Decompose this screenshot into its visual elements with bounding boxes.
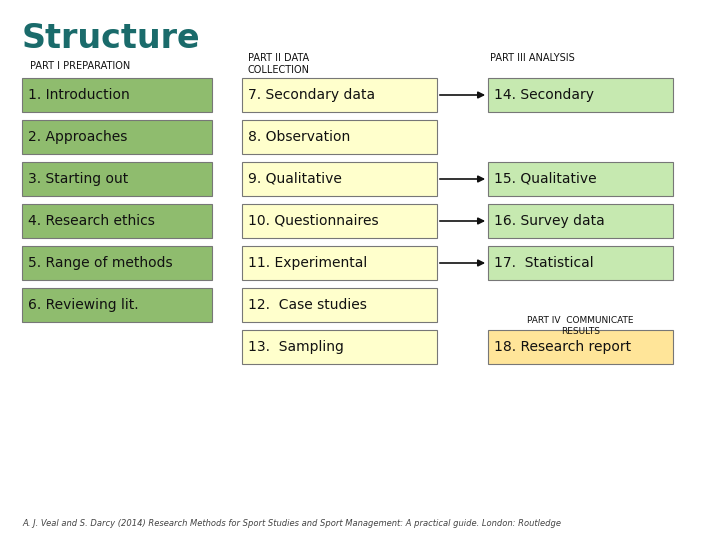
Text: PART I PREPARATION: PART I PREPARATION <box>30 61 130 71</box>
Text: 17.  Statistical: 17. Statistical <box>494 256 593 270</box>
Text: 8. Observation: 8. Observation <box>248 130 350 144</box>
FancyBboxPatch shape <box>488 330 673 364</box>
Text: 5. Range of methods: 5. Range of methods <box>28 256 173 270</box>
FancyBboxPatch shape <box>22 204 212 238</box>
Text: 14. Secondary: 14. Secondary <box>494 88 594 102</box>
Text: 18. Research report: 18. Research report <box>494 340 631 354</box>
FancyBboxPatch shape <box>488 204 673 238</box>
Text: 12.  Case studies: 12. Case studies <box>248 298 367 312</box>
Text: 1. Introduction: 1. Introduction <box>28 88 130 102</box>
Text: 15. Qualitative: 15. Qualitative <box>494 172 597 186</box>
Text: PART III ANALYSIS: PART III ANALYSIS <box>490 53 575 63</box>
Text: Structure: Structure <box>22 22 201 55</box>
FancyBboxPatch shape <box>242 204 437 238</box>
Text: 6. Reviewing lit.: 6. Reviewing lit. <box>28 298 139 312</box>
FancyBboxPatch shape <box>488 78 673 112</box>
FancyBboxPatch shape <box>22 120 212 154</box>
Text: 13.  Sampling: 13. Sampling <box>248 340 344 354</box>
Text: PART IV  COMMUNICATE
RESULTS: PART IV COMMUNICATE RESULTS <box>527 316 634 336</box>
FancyBboxPatch shape <box>22 288 212 322</box>
FancyBboxPatch shape <box>242 78 437 112</box>
FancyBboxPatch shape <box>22 78 212 112</box>
Text: 10. Questionnaires: 10. Questionnaires <box>248 214 379 228</box>
Text: 4. Research ethics: 4. Research ethics <box>28 214 155 228</box>
Text: 7. Secondary data: 7. Secondary data <box>248 88 375 102</box>
Text: PART II DATA
COLLECTION: PART II DATA COLLECTION <box>248 53 310 75</box>
FancyBboxPatch shape <box>242 120 437 154</box>
FancyBboxPatch shape <box>488 162 673 196</box>
Text: 16. Survey data: 16. Survey data <box>494 214 605 228</box>
FancyBboxPatch shape <box>242 288 437 322</box>
FancyBboxPatch shape <box>488 246 673 280</box>
Text: 3. Starting out: 3. Starting out <box>28 172 128 186</box>
Text: A. J. Veal and S. Darcy (2014) Research Methods for Sport Studies and Sport Mana: A. J. Veal and S. Darcy (2014) Research … <box>22 519 561 528</box>
Text: 11. Experimental: 11. Experimental <box>248 256 367 270</box>
Text: 2. Approaches: 2. Approaches <box>28 130 127 144</box>
FancyBboxPatch shape <box>22 162 212 196</box>
FancyBboxPatch shape <box>242 330 437 364</box>
FancyBboxPatch shape <box>242 246 437 280</box>
FancyBboxPatch shape <box>242 162 437 196</box>
Text: 9. Qualitative: 9. Qualitative <box>248 172 342 186</box>
FancyBboxPatch shape <box>22 246 212 280</box>
